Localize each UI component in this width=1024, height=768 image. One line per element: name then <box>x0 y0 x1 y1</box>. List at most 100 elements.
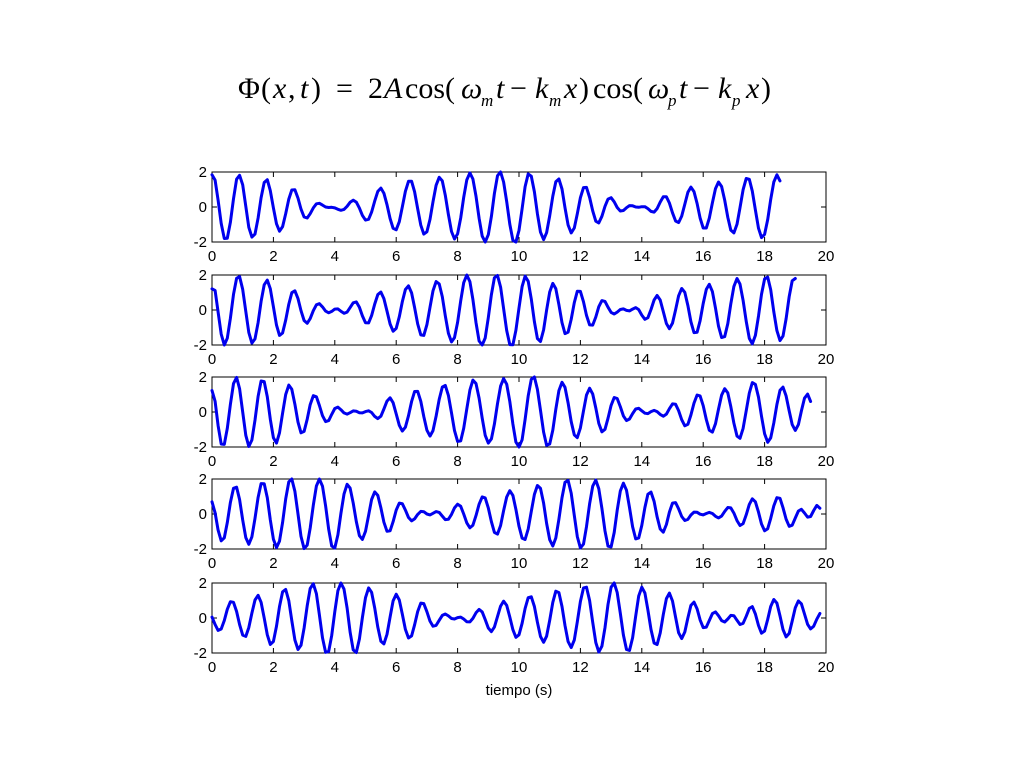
x-tick-label: 6 <box>392 659 400 676</box>
y-tick-label: 0 <box>199 610 207 627</box>
x-tick-label: 8 <box>453 555 461 572</box>
x-tick-label: 0 <box>208 248 216 265</box>
eq-cos-1: cos( <box>405 72 455 105</box>
x-axis-label: tiempo (s) <box>486 682 553 699</box>
axes-box <box>211 376 827 448</box>
x-tick-label: 12 <box>572 248 589 265</box>
eq-sub-m-2: m <box>549 91 561 110</box>
y-tick-label: 0 <box>199 404 207 421</box>
x-tick-label: 10 <box>511 453 528 470</box>
y-tick-label: 2 <box>199 471 207 488</box>
x-tick-label: 18 <box>756 248 773 265</box>
x-tick-label: 6 <box>392 248 400 265</box>
x-tick-label: 10 <box>511 351 528 368</box>
x-tick-label: 20 <box>818 555 835 572</box>
x-tick-label: 10 <box>511 555 528 572</box>
series-line-1 <box>210 581 822 654</box>
eq-open-paren: ( <box>261 72 271 105</box>
eq-x-1: x <box>563 72 578 105</box>
x-tick-label: 4 <box>331 453 339 470</box>
y-tick-label: 0 <box>199 506 207 523</box>
x-tick-label: 20 <box>818 351 835 368</box>
x-tick-label: 18 <box>756 659 773 676</box>
eq-sub-p-1: p <box>667 91 677 110</box>
y-tick-label: -2 <box>194 541 207 558</box>
eq-close-2: ) <box>761 72 771 105</box>
x-tick-label: 18 <box>756 351 773 368</box>
y-tick-label: -2 <box>194 337 207 354</box>
x-tick-label: 12 <box>572 659 589 676</box>
x-tick-label: 2 <box>269 555 277 572</box>
y-tick-label: 0 <box>199 302 207 319</box>
x-tick-label: 4 <box>331 351 339 368</box>
eq-omega-p: ω <box>648 72 669 105</box>
x-tick-label: 14 <box>633 555 650 572</box>
x-tick-label: 0 <box>208 351 216 368</box>
eq-t: t <box>300 72 309 105</box>
x-tick-label: 18 <box>756 453 773 470</box>
x-tick-label: 8 <box>453 351 461 368</box>
x-tick-label: 12 <box>572 453 589 470</box>
eq-amp: A <box>382 72 403 105</box>
x-tick-label: 20 <box>818 453 835 470</box>
eq-x: x <box>272 72 287 105</box>
y-tick-label: 2 <box>199 575 207 592</box>
x-tick-label: 2 <box>269 659 277 676</box>
x-tick-label: 8 <box>453 659 461 676</box>
x-tick-label: 10 <box>511 659 528 676</box>
x-tick-label: 16 <box>695 248 712 265</box>
eq-close-paren: ) <box>311 72 321 105</box>
x-tick-label: 18 <box>756 555 773 572</box>
x-tick-label: 14 <box>633 659 650 676</box>
x-tick-label: 8 <box>453 453 461 470</box>
x-tick-label: 6 <box>392 555 400 572</box>
eq-minus-2: − <box>693 72 710 105</box>
x-tick-label: 14 <box>633 453 650 470</box>
series-line-1 <box>210 273 797 347</box>
x-tick-label: 16 <box>695 453 712 470</box>
x-tick-label: 16 <box>695 351 712 368</box>
eq-comma: , <box>288 72 296 105</box>
x-tick-label: 12 <box>572 555 589 572</box>
eq-coef: 2 <box>368 72 383 105</box>
x-tick-label: 20 <box>818 248 835 265</box>
x-tick-label: 4 <box>331 248 339 265</box>
x-tick-label: 2 <box>269 453 277 470</box>
x-tick-label: 0 <box>208 659 216 676</box>
y-tick-label: 0 <box>199 199 207 216</box>
y-tick-label: 2 <box>199 267 207 284</box>
x-tick-label: 4 <box>331 555 339 572</box>
eq-close-1: ) <box>579 72 589 105</box>
eq-t-2: t <box>679 72 688 105</box>
eq-cos-2: cos( <box>593 72 643 105</box>
x-tick-label: 6 <box>392 351 400 368</box>
eq-sub-p-2: p <box>731 91 741 110</box>
x-tick-label: 6 <box>392 453 400 470</box>
y-tick-label: -2 <box>194 234 207 251</box>
x-tick-label: 0 <box>208 453 216 470</box>
x-tick-label: 0 <box>208 555 216 572</box>
x-tick-label: 4 <box>331 659 339 676</box>
axes-box <box>211 582 827 654</box>
x-tick-label: 8 <box>453 248 461 265</box>
x-tick-label: 14 <box>633 248 650 265</box>
series-line-1 <box>210 477 822 551</box>
x-tick-label: 2 <box>269 248 277 265</box>
series-line-1 <box>210 375 813 449</box>
eq-sub-m-1: m <box>481 91 493 110</box>
series-line-1 <box>210 170 782 244</box>
eq-minus-1: − <box>510 72 527 105</box>
y-tick-label: -2 <box>194 645 207 662</box>
x-tick-label: 20 <box>818 659 835 676</box>
equation: Φ ( x , t ) = 2 A cos( ω m t − k m x ) c… <box>238 72 771 110</box>
x-tick-label: 14 <box>633 351 650 368</box>
x-tick-label: 2 <box>269 351 277 368</box>
y-tick-label: 2 <box>199 164 207 181</box>
eq-omega-m: ω <box>461 72 482 105</box>
